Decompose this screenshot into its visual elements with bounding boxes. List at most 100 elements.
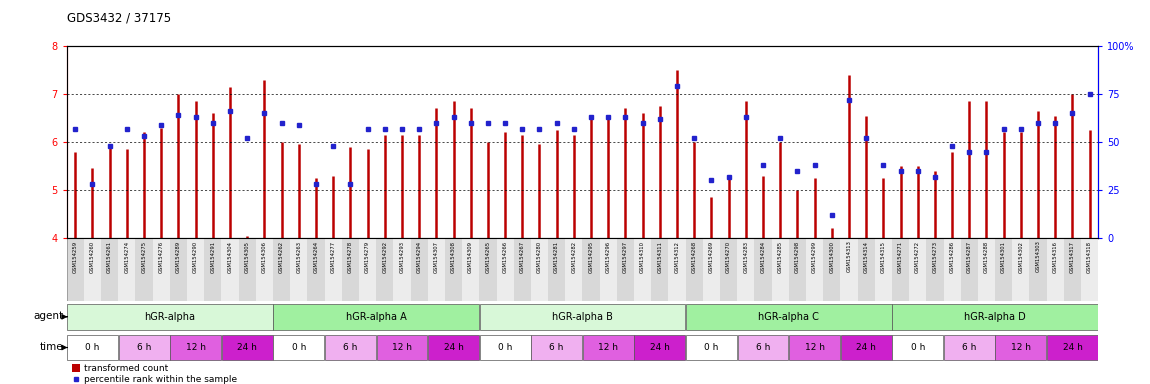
Bar <box>376 238 393 301</box>
Bar <box>393 238 411 301</box>
Text: GSM154299: GSM154299 <box>812 241 816 273</box>
Bar <box>290 238 307 301</box>
Text: GSM154288: GSM154288 <box>984 241 989 273</box>
Text: percentile rank within the sample: percentile rank within the sample <box>84 375 237 384</box>
Bar <box>583 334 634 361</box>
Text: GSM154274: GSM154274 <box>124 241 129 273</box>
Bar <box>806 238 823 301</box>
Bar <box>153 238 170 301</box>
Text: GSM154318: GSM154318 <box>1087 241 1092 273</box>
Bar <box>720 238 737 301</box>
Text: GSM154266: GSM154266 <box>503 241 507 273</box>
Bar <box>1012 238 1029 301</box>
Bar <box>685 304 891 330</box>
Text: 6 h: 6 h <box>343 343 358 352</box>
Bar <box>668 238 685 301</box>
Text: GSM154290: GSM154290 <box>193 241 198 273</box>
Bar <box>910 238 927 301</box>
Text: GSM154285: GSM154285 <box>777 241 783 273</box>
Bar <box>480 334 530 361</box>
Bar <box>67 334 118 361</box>
Bar <box>754 238 772 301</box>
Text: GSM154268: GSM154268 <box>692 241 697 273</box>
Bar <box>566 238 583 301</box>
Bar <box>944 334 995 361</box>
Text: GSM154316: GSM154316 <box>1052 241 1058 273</box>
Text: hGR-alpha B: hGR-alpha B <box>552 312 613 322</box>
Text: 12 h: 12 h <box>392 343 412 352</box>
Text: 0 h: 0 h <box>292 343 306 352</box>
Bar <box>222 238 239 301</box>
Bar <box>205 238 222 301</box>
Text: time: time <box>39 342 63 352</box>
Text: 24 h: 24 h <box>857 343 876 352</box>
Text: GSM154304: GSM154304 <box>228 241 232 273</box>
Bar <box>480 304 685 330</box>
Text: 12 h: 12 h <box>598 343 619 352</box>
Text: GSM154262: GSM154262 <box>279 241 284 273</box>
Bar <box>480 238 497 301</box>
Text: GSM154309: GSM154309 <box>468 241 473 273</box>
Text: GSM154301: GSM154301 <box>1002 241 1006 273</box>
Text: GSM154286: GSM154286 <box>950 241 954 273</box>
Bar <box>685 238 703 301</box>
Text: GSM154281: GSM154281 <box>554 241 559 273</box>
Bar <box>841 238 858 301</box>
Text: 12 h: 12 h <box>805 343 825 352</box>
Text: GSM154271: GSM154271 <box>898 241 903 273</box>
Text: 6 h: 6 h <box>756 343 771 352</box>
Text: GSM154261: GSM154261 <box>107 241 113 273</box>
Bar <box>892 304 1098 330</box>
Bar <box>497 238 514 301</box>
Text: GSM154292: GSM154292 <box>382 241 388 273</box>
Text: 24 h: 24 h <box>237 343 258 352</box>
Bar <box>101 238 118 301</box>
Bar <box>996 334 1046 361</box>
Bar <box>274 334 324 361</box>
Bar <box>960 238 978 301</box>
Bar <box>67 238 84 301</box>
Bar <box>737 238 754 301</box>
Text: GSM154272: GSM154272 <box>915 241 920 273</box>
Text: 24 h: 24 h <box>650 343 669 352</box>
Text: GSM154302: GSM154302 <box>1019 241 1024 273</box>
Text: GSM154284: GSM154284 <box>760 241 766 273</box>
Text: hGR-alpha D: hGR-alpha D <box>964 312 1026 322</box>
Text: GSM154300: GSM154300 <box>829 241 834 273</box>
Bar <box>995 238 1012 301</box>
Text: 0 h: 0 h <box>704 343 719 352</box>
Text: GSM154306: GSM154306 <box>262 241 267 273</box>
Bar <box>136 238 153 301</box>
Bar <box>428 334 480 361</box>
Text: GSM154291: GSM154291 <box>210 241 215 273</box>
Text: GSM154297: GSM154297 <box>623 241 628 273</box>
Bar <box>255 238 273 301</box>
Text: hGR-alpha C: hGR-alpha C <box>758 312 819 322</box>
Bar <box>67 304 273 330</box>
Bar <box>170 238 187 301</box>
Text: GSM154305: GSM154305 <box>245 241 250 273</box>
Text: GDS3432 / 37175: GDS3432 / 37175 <box>67 12 171 25</box>
Bar <box>274 304 480 330</box>
Text: GSM154315: GSM154315 <box>881 241 886 273</box>
Text: GSM154269: GSM154269 <box>708 241 714 273</box>
Bar <box>324 238 342 301</box>
Text: GSM154313: GSM154313 <box>846 241 851 273</box>
Bar <box>428 238 445 301</box>
Text: GSM154267: GSM154267 <box>520 241 524 273</box>
Text: GSM154279: GSM154279 <box>365 241 370 273</box>
Text: GSM154280: GSM154280 <box>537 241 542 273</box>
Text: 12 h: 12 h <box>185 343 206 352</box>
Text: GSM154296: GSM154296 <box>606 241 611 273</box>
Bar <box>514 238 531 301</box>
Text: GSM154282: GSM154282 <box>572 241 576 273</box>
Bar <box>875 238 892 301</box>
Text: GSM154308: GSM154308 <box>451 241 457 273</box>
Text: 6 h: 6 h <box>137 343 152 352</box>
Bar <box>892 334 943 361</box>
Text: 6 h: 6 h <box>963 343 976 352</box>
Bar <box>342 238 359 301</box>
Text: GSM154264: GSM154264 <box>314 241 319 273</box>
Bar <box>273 238 290 301</box>
Bar <box>772 238 789 301</box>
